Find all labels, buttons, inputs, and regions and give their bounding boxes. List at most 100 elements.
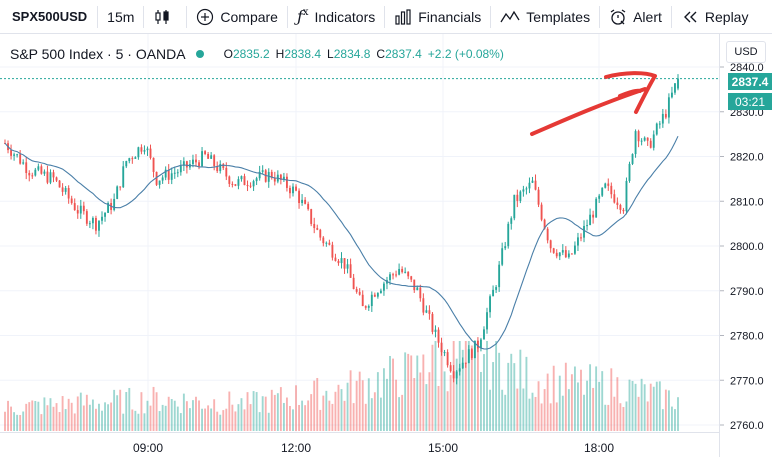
time-axis[interactable]: 09:00 12:00 15:00 18:00 bbox=[133, 441, 614, 455]
legend-title[interactable]: S&P 500 Index · 5 · OANDA bbox=[10, 46, 186, 62]
rewind-icon bbox=[681, 8, 699, 26]
volume-bar bbox=[164, 405, 167, 431]
candle-body bbox=[561, 250, 564, 253]
volume-bar bbox=[155, 392, 158, 431]
candle-body bbox=[179, 165, 182, 173]
candle-body bbox=[158, 180, 161, 185]
candle-body bbox=[98, 220, 100, 231]
volume-bar bbox=[131, 409, 134, 431]
candle-body bbox=[677, 78, 679, 89]
volume-bar bbox=[376, 372, 379, 431]
volume-bar bbox=[91, 399, 94, 431]
candle-body bbox=[310, 209, 313, 224]
volume-bar bbox=[516, 388, 519, 431]
toolbar-separator bbox=[670, 5, 672, 28]
price-axis[interactable]: 2760.0 2770.0 2780.0 2790.0 2800.0 2810.0 2820… bbox=[720, 62, 764, 432]
candle-body bbox=[449, 365, 452, 372]
currency-button[interactable]: USD bbox=[726, 41, 766, 63]
templates-button[interactable]: Templates bbox=[491, 0, 599, 34]
replay-button[interactable]: Replay bbox=[672, 0, 758, 34]
volume-bar bbox=[643, 384, 646, 431]
candle-body bbox=[246, 185, 249, 187]
volume-bar bbox=[607, 404, 610, 431]
volume-bar bbox=[343, 400, 346, 431]
candle-body bbox=[237, 179, 240, 186]
volume-bar bbox=[519, 349, 522, 431]
candle-body bbox=[464, 362, 467, 364]
volume-bar bbox=[473, 341, 476, 431]
hand-drawn-arrow-annotation bbox=[530, 71, 657, 136]
volume-bar bbox=[558, 375, 561, 431]
symbol-search-button[interactable]: SPX500USD bbox=[12, 9, 88, 24]
candle-body bbox=[201, 151, 203, 167]
candle-body bbox=[334, 257, 337, 261]
candle-body bbox=[316, 228, 319, 230]
candle-body bbox=[325, 242, 328, 244]
candle-body bbox=[85, 211, 88, 224]
interval-button[interactable]: 15m bbox=[107, 8, 135, 25]
candle-body bbox=[146, 148, 149, 151]
volume-bar bbox=[85, 394, 88, 431]
candle-body bbox=[289, 187, 291, 194]
volume-bar bbox=[552, 365, 555, 431]
candle-body bbox=[228, 176, 231, 184]
volume-bar bbox=[655, 381, 658, 431]
candle-body bbox=[70, 198, 73, 204]
volume-bar bbox=[637, 396, 640, 431]
indicators-label: Indicators bbox=[314, 8, 376, 25]
candle-body bbox=[295, 186, 297, 191]
candle-body bbox=[546, 228, 549, 241]
compare-button[interactable]: Compare bbox=[187, 0, 287, 34]
volume-bar bbox=[301, 400, 304, 431]
candle-body bbox=[76, 210, 79, 214]
chart-style-button[interactable] bbox=[144, 0, 186, 34]
volume-bar bbox=[625, 401, 628, 431]
price-chart[interactable]: 2760.0 2770.0 2780.0 2790.0 2800.0 2810.0 2820… bbox=[0, 34, 772, 457]
candle-body bbox=[349, 264, 352, 278]
candle-body bbox=[628, 163, 631, 181]
volume-bar bbox=[525, 356, 528, 431]
alert-label: Alert bbox=[633, 8, 662, 25]
candle-body bbox=[589, 214, 592, 226]
volume-bar bbox=[198, 400, 200, 431]
volume-bar bbox=[49, 398, 52, 431]
chart-grid bbox=[0, 34, 719, 432]
candle-body bbox=[125, 161, 128, 167]
volume-bar bbox=[313, 380, 316, 431]
volume-bar bbox=[119, 389, 122, 431]
toolbar-separator bbox=[97, 5, 99, 28]
volume-bar bbox=[195, 396, 197, 431]
candle-body bbox=[540, 204, 543, 220]
candle-body bbox=[564, 250, 567, 258]
volume-bar bbox=[213, 399, 216, 431]
candle-body bbox=[519, 191, 522, 201]
candle-body bbox=[31, 175, 34, 177]
high-label: H bbox=[275, 47, 285, 61]
candle-body bbox=[607, 183, 610, 186]
financials-button[interactable]: Financials bbox=[385, 0, 490, 34]
candle-body bbox=[64, 188, 67, 192]
volume-bar bbox=[634, 383, 637, 431]
candle-body bbox=[577, 237, 579, 246]
volume-bar bbox=[628, 379, 631, 431]
financials-label: Financials bbox=[418, 8, 482, 25]
volume-bar bbox=[570, 374, 573, 431]
volume-bar bbox=[216, 411, 219, 431]
volume-bar bbox=[146, 400, 149, 431]
volume-bar bbox=[158, 411, 161, 431]
bar-chart-icon bbox=[394, 8, 412, 26]
toolbar-separator bbox=[599, 5, 601, 28]
alert-button[interactable]: Alert bbox=[600, 0, 671, 34]
candle-body bbox=[573, 245, 576, 254]
volume-bar bbox=[428, 372, 431, 431]
volume-bar bbox=[361, 380, 364, 431]
volume-bar bbox=[222, 410, 225, 431]
candle-body bbox=[304, 199, 307, 204]
candle-body bbox=[446, 352, 449, 366]
volume-bar bbox=[170, 399, 173, 431]
candle-body bbox=[61, 187, 64, 192]
candle-body bbox=[616, 202, 619, 206]
volume-bar bbox=[325, 390, 328, 431]
volume-bar bbox=[349, 370, 352, 431]
